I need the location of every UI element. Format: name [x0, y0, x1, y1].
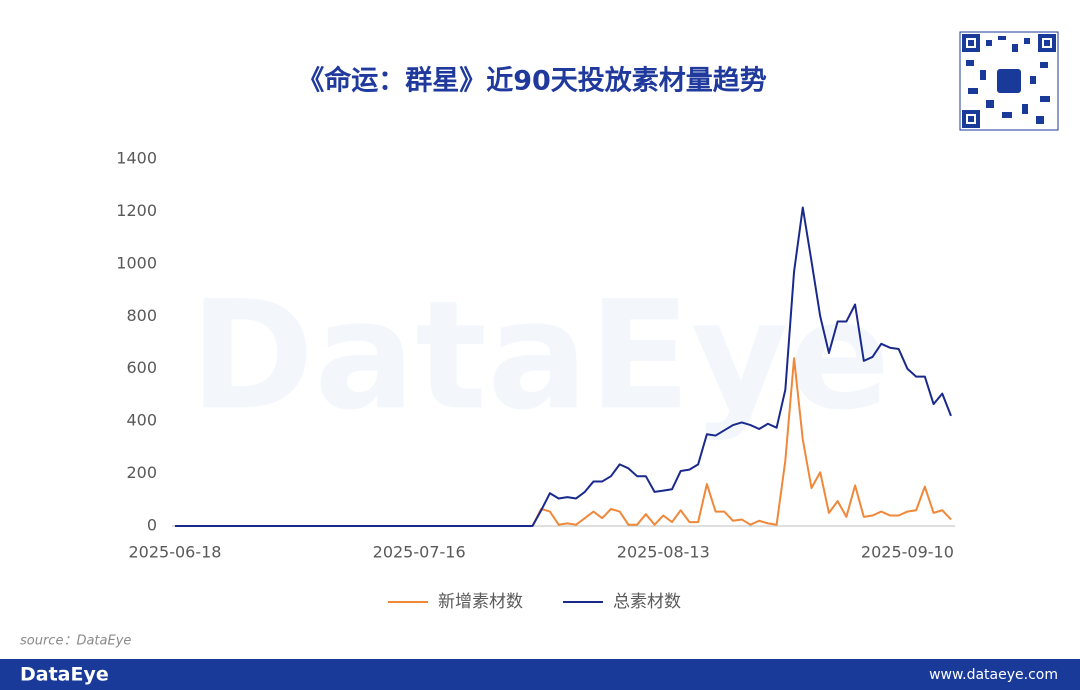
- legend-label: 总素材数: [613, 592, 681, 612]
- y-tick-label: 400: [126, 411, 157, 430]
- footer-url: www.dataeye.com: [929, 667, 1058, 683]
- x-tick-label: 2025-09-10: [861, 543, 954, 562]
- x-tick-label: 2025-08-13: [617, 543, 710, 562]
- y-tick-label: 1400: [116, 149, 157, 168]
- footer-brand: DataEye: [20, 664, 109, 686]
- legend-label: 新增素材数: [438, 592, 523, 612]
- watermark: DataEye: [190, 269, 891, 443]
- y-tick-label: 800: [126, 306, 157, 325]
- x-tick-label: 2025-07-16: [373, 543, 466, 562]
- source: source：DataEye: [20, 634, 131, 649]
- y-tick-label: 0: [147, 516, 157, 535]
- chart-title: 《命运：群星》近90天投放素材量趋势: [297, 65, 767, 97]
- qr-code: [959, 31, 1059, 131]
- footer-bar: [0, 659, 1080, 690]
- y-tick-label: 200: [126, 463, 157, 482]
- y-tick-label: 1000: [116, 253, 157, 272]
- x-tick-label: 2025-06-18: [129, 543, 222, 562]
- series-line: [175, 206, 952, 527]
- y-tick-label: 1200: [116, 201, 157, 220]
- y-tick-label: 600: [126, 358, 157, 377]
